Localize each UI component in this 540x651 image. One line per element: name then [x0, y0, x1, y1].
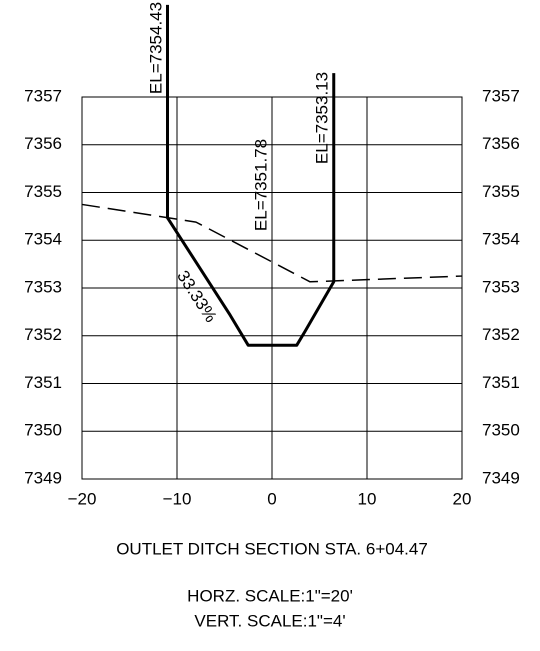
y2-tick-label: 7353	[482, 277, 520, 296]
y2-tick-label: 7350	[482, 421, 520, 440]
y-tick-label: 7350	[24, 421, 62, 440]
annotation: EL=7353.13	[312, 72, 331, 164]
y-tick-label: 7351	[24, 373, 62, 392]
y2-tick-label: 7355	[482, 182, 520, 201]
line-series	[166, 4, 336, 347]
y2-tick-label: 7351	[482, 373, 520, 392]
y2-tick-label: 7352	[482, 325, 520, 344]
y-tick-label: 7353	[24, 277, 62, 296]
chart-title: OUTLET DITCH SECTION STA. 6+04.47	[116, 539, 428, 558]
line-series	[81, 203, 463, 283]
vertical-scale: VERT. SCALE:1"=4'	[194, 611, 345, 630]
x-tick-label: −10	[163, 489, 192, 508]
y-tick-label: 7352	[24, 325, 62, 344]
x-tick-label: 0	[267, 489, 276, 508]
y2-tick-label: 7349	[482, 468, 520, 487]
y2-tick-label: 7356	[482, 134, 520, 153]
y-tick-label: 7356	[24, 134, 62, 153]
annotation: 33.33%	[173, 267, 220, 326]
annotation: EL=7354.43	[146, 2, 165, 94]
y-tick-label: 7354	[24, 230, 62, 249]
x-tick-label: 10	[358, 489, 377, 508]
y-tick-label: 7357	[24, 86, 62, 105]
y2-tick-label: 7357	[482, 86, 520, 105]
y-tick-label: 7349	[24, 468, 62, 487]
x-tick-label: 20	[453, 489, 472, 508]
x-tick-label: −20	[68, 489, 97, 508]
y2-tick-label: 7354	[482, 230, 520, 249]
annotation: EL=7351.78	[251, 139, 270, 231]
horizontal-scale: HORZ. SCALE:1"=20'	[187, 586, 353, 605]
y-tick-label: 7355	[24, 182, 62, 201]
